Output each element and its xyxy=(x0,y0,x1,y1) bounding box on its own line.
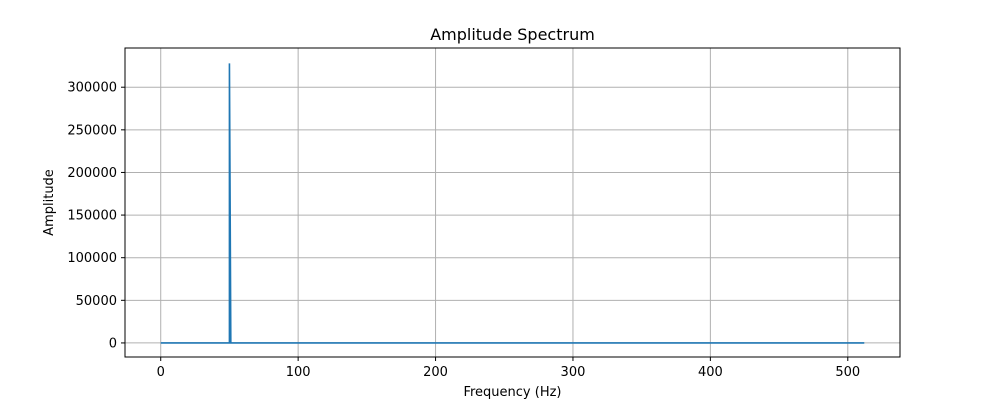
y-tick-label: 100000 xyxy=(67,251,117,266)
tick-layer: 0 100 200 300 400 500 0 50000 100000 150000 200000… xyxy=(67,81,860,380)
x-tick-label: 300 xyxy=(561,365,586,380)
y-tick-label: 200000 xyxy=(67,166,117,181)
plot-frame xyxy=(124,47,901,358)
y-tick-label: 300000 xyxy=(67,81,117,96)
chart-title: Amplitude Spectrum xyxy=(430,25,595,44)
y-tick-label: 150000 xyxy=(67,209,117,224)
x-tick-label: 200 xyxy=(423,365,448,380)
x-axis-title: Frequency (Hz) xyxy=(463,385,561,400)
y-axis-title: Amplitude xyxy=(42,169,57,236)
y-tick-label: 250000 xyxy=(67,123,117,138)
x-tick-label: 100 xyxy=(286,365,311,380)
series-line xyxy=(160,63,865,344)
y-tick-label: 50000 xyxy=(76,294,117,309)
x-tick-label: 0 xyxy=(157,365,165,380)
series-layer xyxy=(160,63,865,344)
y-tick-label: 0 xyxy=(109,336,117,351)
x-tick-label: 500 xyxy=(835,365,860,380)
x-tick-label: 400 xyxy=(698,365,723,380)
